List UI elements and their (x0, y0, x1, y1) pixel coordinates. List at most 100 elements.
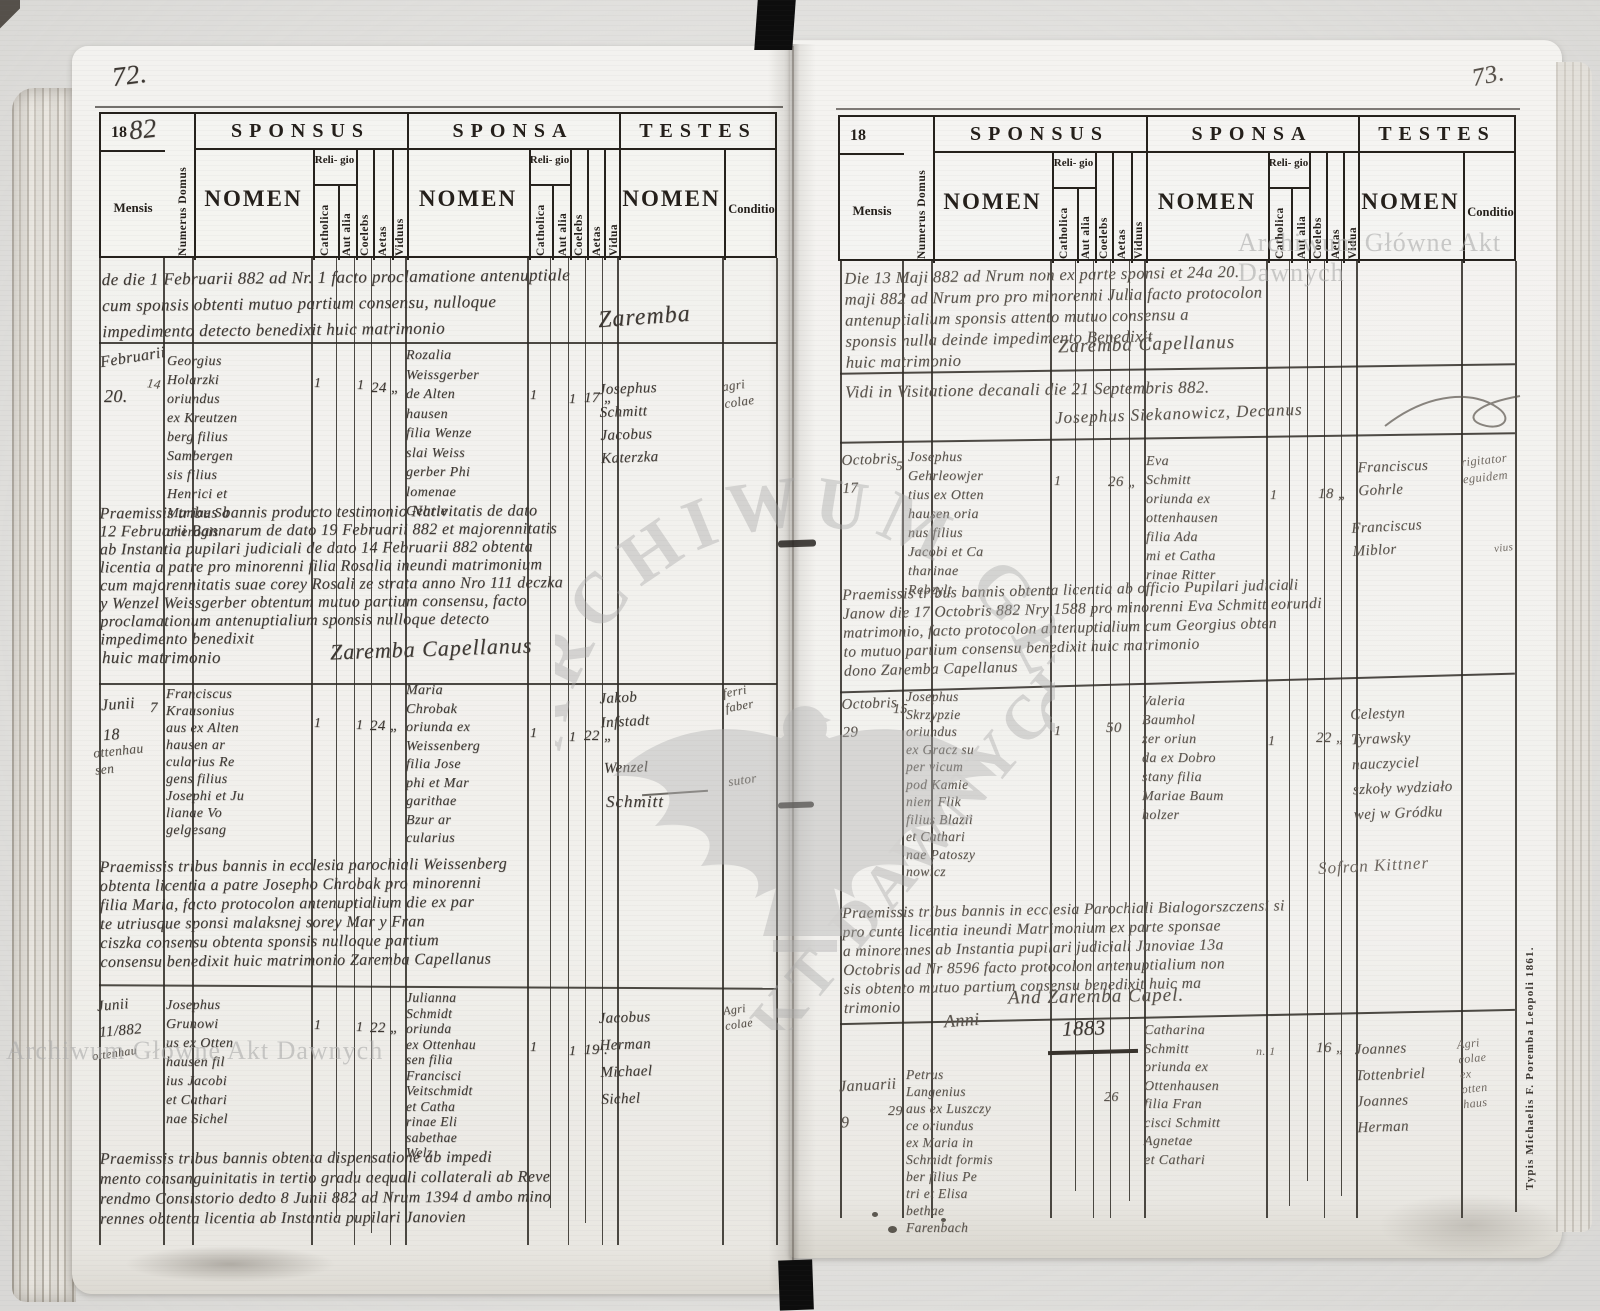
header-rule (933, 117, 935, 263)
header-rule (1268, 153, 1270, 263)
entry-testes: Jacobus Herman Michael Sichel (598, 1009, 653, 1108)
mark-coelebs: 1 (356, 718, 364, 733)
grid-vline (568, 258, 569, 1245)
grid-vline (1307, 261, 1308, 1181)
col-coelebs-sponsa: Coelebs (573, 214, 585, 256)
grid-vline (1266, 261, 1268, 1218)
annotation-tail: huic matrimonio (102, 648, 221, 667)
signature-zaremba-capellanus: Zaremba Capellanus (1057, 331, 1236, 358)
header-rule (724, 150, 726, 260)
col-catholica-sponsa: Catholica (1274, 207, 1286, 259)
signature-zaremba-capel: And Zaremba Capel. (1007, 984, 1185, 1009)
col-catholica-sponsa: Catholica (535, 204, 547, 256)
grid-vline (371, 258, 372, 1233)
col-aetas-sponsus: Aetas (1116, 229, 1128, 259)
mark-catholica: 1 (530, 726, 538, 741)
grid-vline (527, 258, 529, 1245)
grid-vline (1050, 261, 1052, 1218)
header-rule (338, 186, 340, 260)
col-vidua: Vidua (608, 223, 620, 256)
grid-hline (99, 683, 777, 685)
grid-vline (405, 258, 407, 1245)
col-nomen-testes: NOMEN (622, 186, 721, 211)
mark-aetas: 22 „ (584, 728, 613, 744)
mark-aetas: 17 „ (584, 390, 613, 406)
col-catholica-sponsus: Catholica (1058, 207, 1070, 259)
entry-testes: Joannes Tottenbriel Joannes Herman (1354, 1040, 1426, 1137)
mark-aetas: 26 „ (1108, 474, 1137, 490)
col-vidua: Vidua (1347, 226, 1359, 259)
header-rule (529, 184, 570, 186)
header-rule (1146, 117, 1148, 263)
grid-vline (99, 258, 101, 1245)
year-value: 1883 (1061, 1015, 1106, 1041)
mark-catholica: 1 (314, 1018, 322, 1033)
col-aetas-sponsa: Aetas (1330, 229, 1342, 259)
grid-vline (1341, 261, 1342, 1196)
annotation-banns: Praemissis tribus bannis obtenta dispens… (99, 1148, 552, 1228)
grid-vline (1324, 261, 1325, 1218)
grid-vline (840, 261, 842, 1218)
col-religio-sponsus: Reli- gio (314, 154, 355, 166)
header-rule (1131, 153, 1133, 263)
header-rule (313, 184, 356, 186)
grid-vline (1129, 261, 1130, 1201)
col-mensis: Mensis (113, 200, 153, 215)
header-rule (373, 150, 375, 260)
header-rule (604, 150, 606, 260)
header-rule (1052, 187, 1095, 189)
section-sponsus: SPONSUS (933, 117, 1146, 153)
entry-place: ottenhau sen (92, 740, 145, 778)
entry-sponsa-name: Catharina Schmitt oriunda ex Ottenhausen… (1144, 1023, 1221, 1168)
grid-vline (722, 258, 724, 1245)
entry-testes: Franciscus Miblor (1351, 517, 1423, 560)
scan-corner-artifact (0, 0, 20, 60)
col-coelebs-sponsa: Coelebs (1312, 217, 1324, 259)
grid-vline (163, 258, 165, 1245)
col-catholica-sponsus: Catholica (319, 204, 331, 256)
entry-sponsus-name: Petrus Langenius aus ex Luszczy ce oriun… (906, 1067, 993, 1235)
header-rule (1463, 153, 1465, 263)
right-table-header: 18 SPONSUS SPONSA TESTES Mensis Numerus … (838, 115, 1516, 263)
col-nomen-testes: NOMEN (1361, 189, 1460, 214)
page-edge-smudge (1340, 1180, 1600, 1270)
mark-catholica: 1 (1054, 474, 1062, 489)
mark-aetas: 22 „ (370, 1020, 399, 1036)
grid-vline (1356, 261, 1358, 1218)
header-rule (1309, 153, 1311, 263)
right-page-stack-edge (1556, 62, 1592, 1232)
printer-imprint: Typis Michaelis F. Poremba Leopoli 1861. (1524, 946, 1536, 1190)
entry-conditio: rigitator eguidem (1460, 450, 1509, 487)
header-rule (1343, 153, 1345, 263)
col-aut-alia-sponsa: Aut alia (1296, 215, 1308, 259)
year-heading: Anni (943, 1008, 981, 1032)
entry-month: Octobris 29 (841, 695, 898, 741)
binding-stitch (777, 801, 815, 809)
col-religio-sponsus: Reli- gio (1053, 157, 1094, 169)
col-nomen-sponsa: NOMEN (1157, 189, 1257, 214)
header-rule (552, 186, 554, 260)
grid-vline (192, 258, 194, 1245)
col-viduus: Viduus (1133, 221, 1145, 259)
grid-vline (550, 258, 551, 1208)
entry-house-no: 15 (893, 702, 908, 717)
col-coelebs-sponsus: Coelebs (359, 214, 371, 256)
mark-catholica: 1 (1268, 734, 1276, 749)
col-aut-alia-sponsus: Aut alia (1080, 215, 1092, 259)
header-rule (570, 150, 572, 260)
entry-testes: Celestyn Tyrawsky nauczyciel szkoły wydz… (1350, 705, 1453, 824)
header-rule (1326, 153, 1328, 263)
entry-sponsa-name: Rozalia Weissgerber de Alten hausen fili… (406, 348, 480, 519)
mark-aetas: 22 „ (1316, 730, 1345, 746)
annotation-banns: Praemissis tribus bannis in ecclesia par… (99, 855, 508, 972)
entry-sponsus-name: Josephus Gehrleowjer tius ex Otten hause… (908, 450, 984, 598)
grid-vline (602, 258, 603, 1245)
annotation-banns: Praemissis tribus bannis obtenta licenti… (842, 576, 1323, 680)
col-mensis: Mensis (852, 203, 892, 218)
entry-house-no: 29 (888, 1104, 903, 1119)
header-rule (619, 114, 621, 260)
mark-coelebs: 1 (569, 392, 577, 407)
entry-house-no: 7 (150, 700, 158, 716)
col-nomen-sponsus: NOMEN (943, 189, 1042, 214)
